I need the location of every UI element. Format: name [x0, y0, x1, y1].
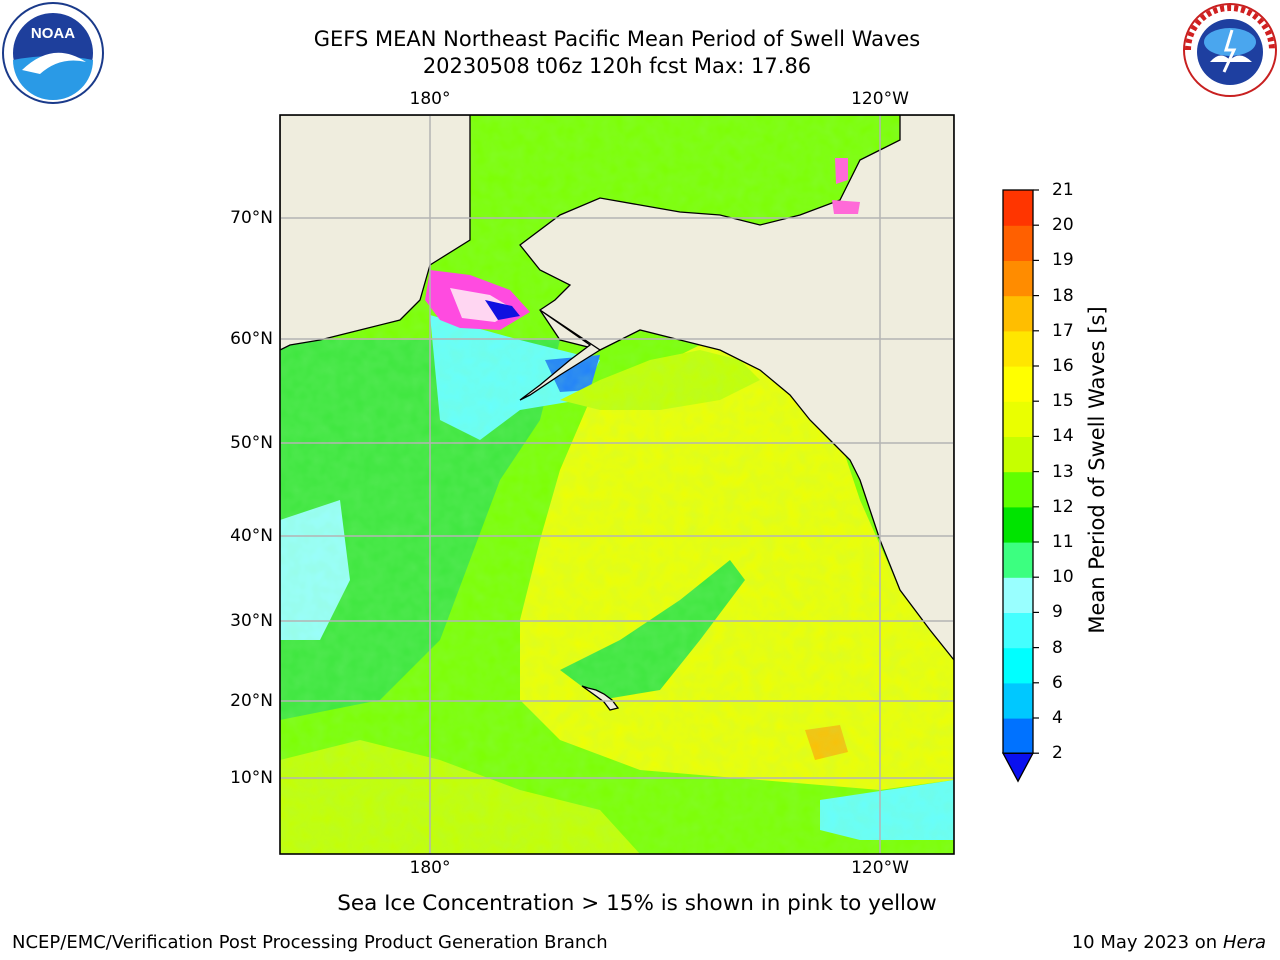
date-text: 10 May 2023 on Hera — [1072, 932, 1266, 953]
colorbar-segment — [1003, 436, 1033, 473]
map-border — [279, 114, 955, 855]
colorbar-segment — [1003, 190, 1033, 226]
lon-label-top-180: 180° — [409, 89, 451, 109]
lon-label-bottom-180: 180° — [409, 858, 451, 878]
land-hawaii — [581, 685, 620, 711]
colorbar-tick-label: 12 — [1052, 496, 1074, 517]
colorbar-tick-label: 19 — [1052, 250, 1074, 271]
map-title: GEFS MEAN Northeast Pacific Mean Period … — [313, 27, 921, 51]
colorbar-under-arrow — [1001, 752, 1035, 783]
sea-ice-arctic — [832, 158, 860, 214]
map-subtitle: 20230508 t06z 120h fcst Max: 17.86 — [422, 54, 812, 78]
colorbar-tick-label: 11 — [1052, 532, 1074, 552]
colorbar-tick-label: 9 — [1052, 602, 1063, 623]
colorbar-segment — [1003, 612, 1033, 649]
colorbar-tick-label: 15 — [1052, 391, 1074, 412]
colorbar-tick-label: 4 — [1052, 708, 1063, 728]
colorbar-segment — [1003, 718, 1033, 754]
colorbar-tick-label: 6 — [1052, 672, 1063, 693]
colorbar-tick-label: 17 — [1052, 320, 1074, 341]
colorbar-segment — [1003, 225, 1033, 261]
nws-logo — [1183, 3, 1277, 97]
colorbar-segment — [1003, 577, 1033, 613]
colorbar-tick-label: 16 — [1052, 356, 1074, 376]
land-alaska-peninsula — [519, 309, 602, 401]
noaa-logo: NOAA — [2, 2, 104, 104]
colorbar-tick-label: 18 — [1052, 285, 1074, 306]
date-value: 10 May 2023 on — [1071, 932, 1218, 953]
colorbar-segment — [1003, 330, 1033, 367]
colorbar-segment — [1003, 260, 1033, 297]
colorbar-tick-label: 14 — [1052, 426, 1074, 447]
land-chukotka — [280, 115, 471, 351]
lat-label-30n: 30°N — [230, 611, 273, 631]
lat-label-10n: 10°N — [230, 768, 273, 788]
colorbar-segment — [1003, 366, 1033, 402]
lon-label-top-120w: 120°W — [851, 89, 909, 109]
colorbar-tick-label: 20 — [1052, 215, 1074, 236]
colorbar — [1001, 189, 1039, 783]
lat-label-60n: 60°N — [230, 329, 273, 349]
colorbar-tick-label: 10 — [1052, 567, 1074, 588]
colorbar-label: Mean Period of Swell Waves [s] — [1085, 306, 1109, 634]
colorbar-segment — [1003, 401, 1033, 437]
colorbar-tick-label: 13 — [1052, 461, 1074, 482]
colorbar-segment — [1003, 506, 1033, 543]
colorbar-tick-label: 8 — [1052, 637, 1063, 658]
colorbar-segment — [1003, 647, 1033, 684]
colorbar-segment — [1003, 295, 1033, 332]
lon-label-bottom-120w: 120°W — [851, 858, 909, 878]
lat-label-70n: 70°N — [230, 208, 273, 228]
machine-name: Hera — [1222, 932, 1266, 953]
colorbar-segment — [1003, 542, 1033, 578]
colorbar-segment — [1003, 471, 1033, 508]
sea-ice-core — [485, 300, 520, 320]
sea-ice-note: Sea Ice Concentration > 15% is shown in … — [337, 891, 937, 916]
lat-label-40n: 40°N — [230, 526, 273, 546]
colorbar-tick-label: 21 — [1052, 180, 1074, 200]
colorbar-tick-label: 2 — [1052, 743, 1063, 764]
noaa-logo-text: NOAA — [31, 25, 75, 42]
colorbar-segment — [1003, 682, 1033, 719]
lat-label-20n: 20°N — [230, 691, 273, 711]
credit-text: NCEP/EMC/Verification Post Processing Pr… — [12, 932, 608, 953]
lat-label-50n: 50°N — [230, 433, 273, 453]
